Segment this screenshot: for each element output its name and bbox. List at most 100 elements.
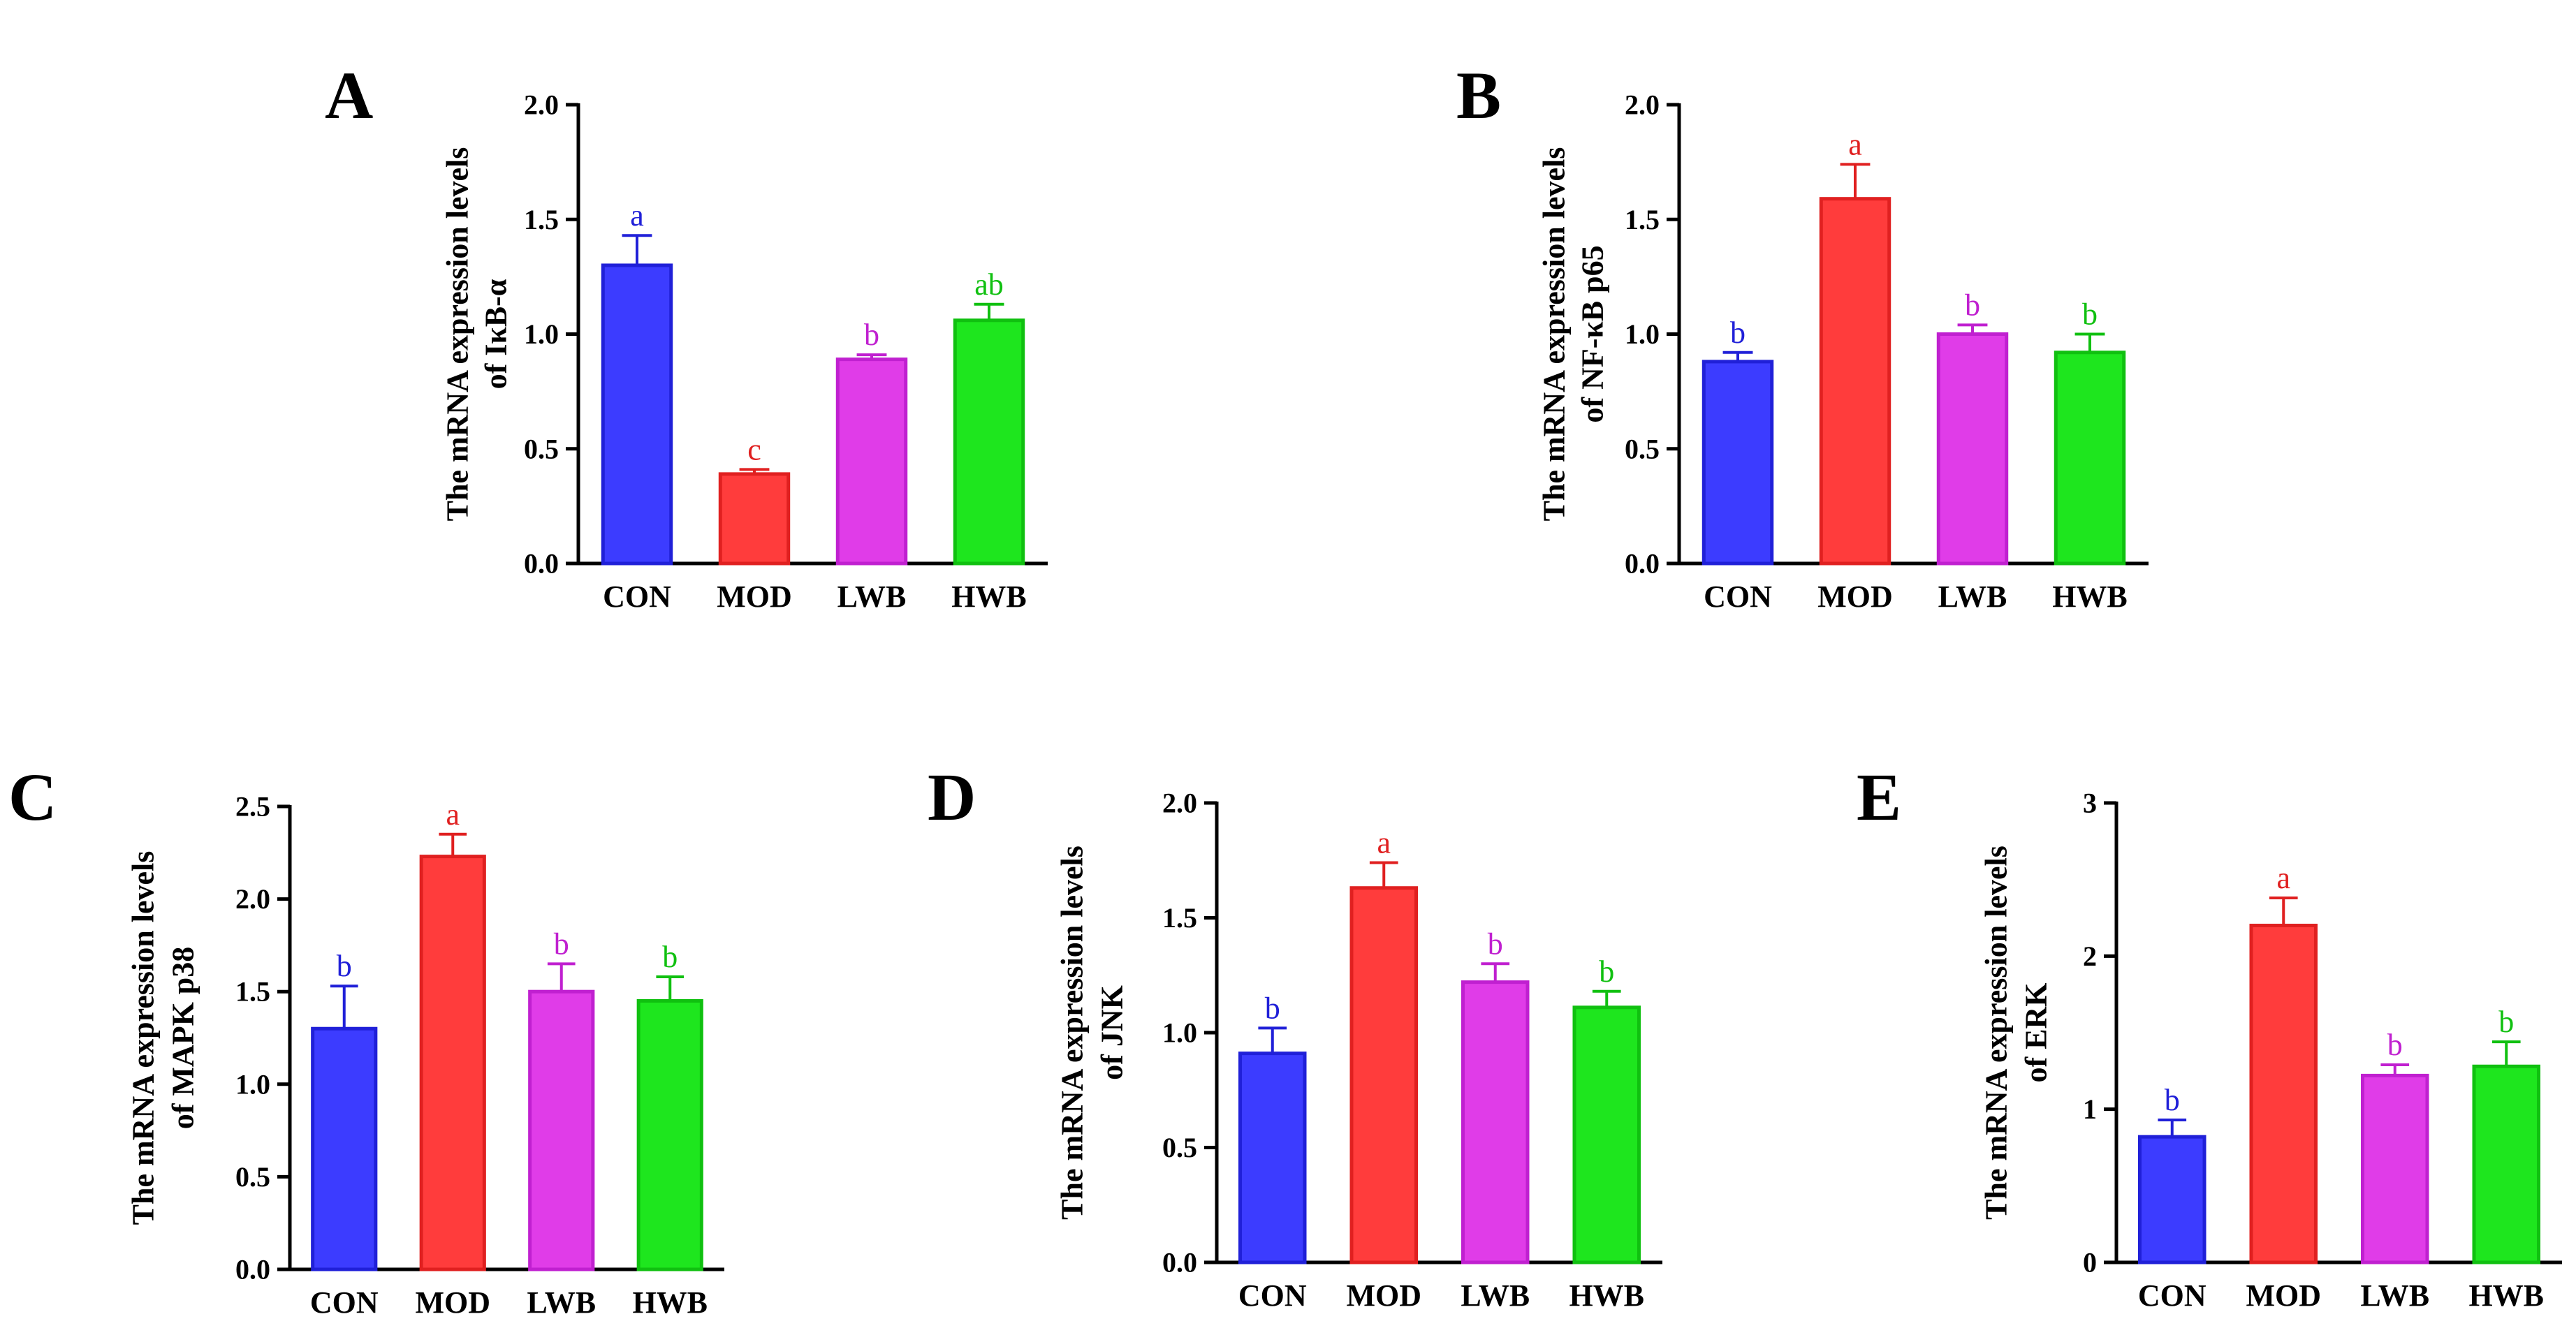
panel-letter: D <box>928 760 976 834</box>
error-bar-con <box>622 234 652 265</box>
error-bar-lwb <box>547 962 576 992</box>
y-tick-label: 2.0 <box>524 89 559 121</box>
x-tick-label: LWB <box>527 1285 596 1320</box>
y-tick-label: 1.5 <box>1162 902 1197 934</box>
y-tick-label: 1.0 <box>1162 1017 1197 1049</box>
significance-label: b <box>337 949 352 983</box>
significance-label: b <box>2165 1083 2180 1117</box>
error-bar-mod <box>1369 861 1398 888</box>
x-tick-label: HWB <box>632 1285 708 1320</box>
y-tick-label: 0.5 <box>235 1161 270 1193</box>
x-tick-label: HWB <box>2468 1278 2544 1313</box>
significance-label: ab <box>974 267 1004 302</box>
panel-letter: B <box>1456 58 1501 133</box>
error-bar-hwb <box>656 975 685 1001</box>
y-axis-label: The mRNA expression levels <box>441 147 475 522</box>
y-tick-label: 1.0 <box>1625 318 1660 350</box>
error-bar-con <box>2158 1119 2187 1137</box>
y-tick-label: 1.5 <box>524 204 559 235</box>
error-bar-hwb <box>1592 989 1621 1008</box>
x-tick-label: MOD <box>717 580 792 614</box>
significance-label: b <box>2082 297 2098 332</box>
y-tick-label: 0.0 <box>1162 1247 1197 1278</box>
bar-con <box>1702 360 1774 566</box>
significance-label: a <box>1848 127 1862 161</box>
x-tick-label: LWB <box>837 580 907 614</box>
y-tick-label: 2.0 <box>1162 788 1197 819</box>
x-tick-label: CON <box>310 1285 379 1320</box>
y-axis-label: The mRNA expression levels <box>126 851 161 1225</box>
bar-con <box>601 263 673 566</box>
error-bar-lwb <box>2380 1063 2410 1076</box>
significance-label: b <box>1965 288 1980 322</box>
error-bar-hwb <box>2074 332 2105 353</box>
bar-lwb <box>2360 1073 2429 1264</box>
significance-label: a <box>446 797 460 832</box>
error-bar-mod <box>2269 896 2298 926</box>
y-axis-label: of MAPK p38 <box>166 947 200 1130</box>
error-bar-mod <box>439 832 467 857</box>
bar-lwb <box>1461 980 1530 1264</box>
panel-d: D 0.0 0.5 1.0 1.5 2.0 The mRNA expression leve… <box>928 760 1662 1313</box>
bar-con <box>311 1026 378 1271</box>
error-bar-mod <box>1840 163 1871 199</box>
y-tick-label: 1.5 <box>1625 204 1660 235</box>
bar-lwb <box>528 989 595 1271</box>
x-tick-label: LWB <box>2360 1278 2429 1313</box>
x-tick-label: MOD <box>1346 1278 1421 1313</box>
panel-b: B 0.0 0.5 1.0 1.5 2.0 The mRNA expression leve… <box>1456 58 2149 614</box>
y-axis-label: of IκB-α <box>479 279 513 389</box>
y-tick-label: 1 <box>2083 1093 2097 1125</box>
panel-letter: E <box>1857 760 1901 834</box>
significance-label: b <box>554 927 569 961</box>
significance-label: b <box>2498 1005 2514 1039</box>
error-bar-lwb <box>1481 962 1510 982</box>
x-tick-label: LWB <box>1461 1278 1530 1313</box>
bar-hwb <box>1572 1005 1641 1264</box>
bar-mod <box>419 855 486 1271</box>
bar-lwb <box>835 357 908 566</box>
x-tick-label: CON <box>603 580 671 614</box>
significance-label: b <box>662 940 678 974</box>
panel-letter: C <box>8 760 57 834</box>
y-tick-label: 2.5 <box>235 791 270 823</box>
significance-label: c <box>747 432 761 466</box>
y-axis-label: of JNK <box>1095 985 1129 1080</box>
panel-e: E 0 1 2 3 The mRNA expression levels of ERK b CO… <box>1857 760 2562 1313</box>
y-tick-label: 2 <box>2083 941 2097 972</box>
error-bar-con <box>1258 1026 1287 1054</box>
error-bar-con <box>1722 351 1753 362</box>
error-bar-lwb <box>1957 323 1988 334</box>
panel-c: C 0.0 0.5 1.0 1.5 2.0 2.5 The mRNA expression l… <box>8 760 724 1320</box>
significance-label: a <box>2276 861 2290 895</box>
x-tick-label: HWB <box>1569 1278 1644 1313</box>
bar-mod <box>718 472 791 566</box>
bar-mod <box>1819 197 1891 566</box>
bar-hwb <box>2472 1064 2541 1264</box>
y-tick-label: 0.0 <box>1625 548 1660 580</box>
x-tick-label: MOD <box>415 1285 490 1320</box>
y-tick-label: 0.0 <box>524 548 559 580</box>
bar-lwb <box>1936 332 2009 566</box>
error-bar-lwb <box>856 353 887 360</box>
y-tick-label: 0.5 <box>1625 433 1660 464</box>
error-bar-mod <box>739 468 770 474</box>
significance-label: b <box>1730 316 1746 350</box>
y-axis-label: of ERK <box>2019 983 2054 1083</box>
significance-label: b <box>1265 991 1280 1025</box>
y-axis-label: The mRNA expression levels <box>1055 846 1090 1220</box>
significance-label: b <box>1599 954 1614 989</box>
x-tick-label: HWB <box>2052 580 2128 614</box>
y-axis-label: of NF-κB p65 <box>1576 245 1610 422</box>
bar-con <box>2137 1135 2207 1264</box>
y-tick-label: 1.0 <box>235 1068 270 1100</box>
x-tick-label: CON <box>1238 1278 1307 1313</box>
x-tick-label: CON <box>1704 580 1772 614</box>
y-tick-label: 2.0 <box>1625 89 1660 121</box>
y-tick-label: 3 <box>2083 788 2097 819</box>
error-bar-hwb <box>2491 1040 2521 1067</box>
bar-mod <box>2249 923 2318 1264</box>
error-bar-hwb <box>974 302 1004 320</box>
significance-label: b <box>2387 1028 2403 1062</box>
